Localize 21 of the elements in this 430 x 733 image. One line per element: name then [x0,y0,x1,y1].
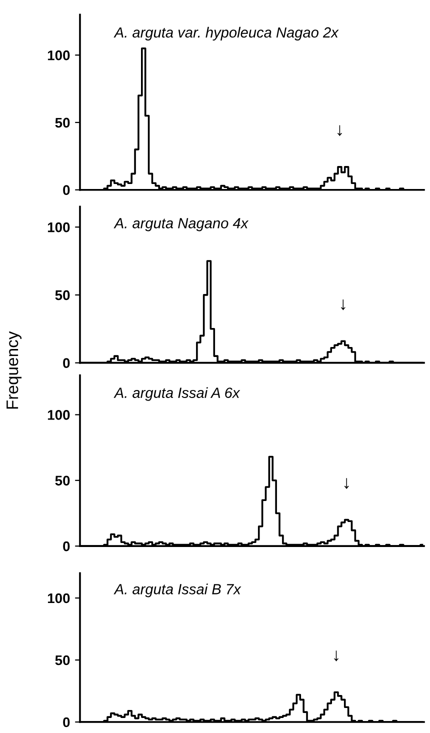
annotation: ↓ [341,299,346,310]
y-tick-label: 0 [63,541,70,552]
text: A. arguta Nagano 4x [114,218,249,232]
text: A. arguta Issai A 6x [114,387,240,401]
text: A. arguta Issai B 7x [114,584,242,598]
annotation: ↓ [338,125,342,136]
y-tick-label: 50 [55,655,70,666]
y-tick-label: 0 [63,185,70,196]
annotation: ↓ [334,650,338,662]
y-tick-label: 100 [48,50,70,60]
y-tick-label: 0 [63,358,70,368]
y-tick-label: 100 [48,410,70,420]
y-axis-title: Frequency [6,331,22,409]
y-tick-label: 50 [55,118,70,128]
y-tick-label: 100 [48,593,70,604]
annotation: ↓ [344,478,349,489]
y-tick-label: 50 [55,290,70,300]
y-tick-label: 0 [63,717,70,728]
text: A. arguta var. hypoleuca Nagao 2x [114,26,339,41]
y-tick-label: 50 [55,476,70,486]
y-tick-label: 100 [48,222,70,232]
